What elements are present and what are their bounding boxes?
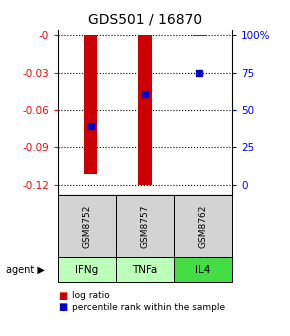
Text: GSM8762: GSM8762	[198, 204, 208, 248]
Bar	[84, 35, 97, 174]
Text: IL4: IL4	[195, 265, 211, 275]
Text: GSM8757: GSM8757	[140, 204, 150, 248]
Text: ■: ■	[58, 302, 67, 312]
Text: log ratio: log ratio	[72, 291, 110, 300]
Text: IFNg: IFNg	[75, 265, 99, 275]
Text: agent ▶: agent ▶	[6, 265, 45, 275]
Title: GDS501 / 16870: GDS501 / 16870	[88, 12, 202, 26]
Text: percentile rank within the sample: percentile rank within the sample	[72, 303, 226, 312]
Bar	[193, 35, 206, 37]
Bar	[138, 35, 152, 185]
Text: TNFa: TNFa	[132, 265, 158, 275]
Text: GSM8752: GSM8752	[82, 204, 92, 248]
Text: ■: ■	[58, 291, 67, 301]
